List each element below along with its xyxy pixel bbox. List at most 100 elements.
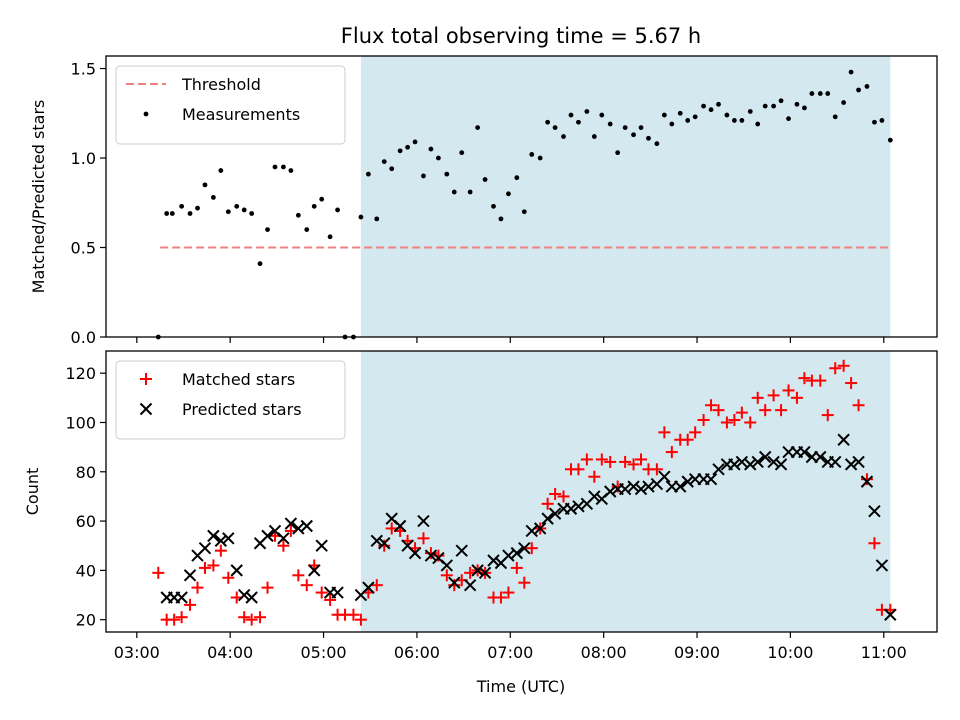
matched-star-point [152, 566, 165, 579]
matched-star-point [681, 433, 694, 446]
x-tick-label: 07:00 [487, 643, 533, 662]
predicted-star-point [478, 566, 492, 580]
x-tick-label: 05:00 [300, 643, 346, 662]
measurement-point [491, 203, 496, 209]
matched-star-point [347, 608, 360, 621]
measurement-point [249, 211, 255, 216]
matched-star-point [541, 497, 554, 510]
measurement-point [561, 134, 566, 139]
matched-star-point [705, 399, 718, 412]
matched-star-point [315, 586, 328, 599]
measurement-point [794, 101, 800, 107]
matched-star-point [580, 453, 593, 466]
matched-star-point [254, 611, 267, 624]
matched-star-point [175, 611, 188, 624]
measurement-point [841, 100, 847, 105]
measurement-point [778, 98, 784, 104]
y-tick-label: 0.5 [71, 239, 96, 258]
predicted-star-point [758, 450, 772, 464]
predicted-star-point [798, 445, 811, 459]
measurement-point [218, 168, 224, 173]
y-tick-label: 0.0 [71, 328, 96, 347]
matched-star-point [775, 404, 788, 417]
measurement-point [708, 107, 714, 113]
predicted-star-point [852, 455, 865, 469]
matched-star-point [782, 384, 795, 397]
measurement-point [195, 205, 200, 211]
legend-label: Predicted stars [182, 400, 302, 419]
matched-star-point [378, 539, 391, 552]
x-tick-label: 06:00 [394, 643, 440, 662]
matched-star-point [518, 576, 531, 589]
y-tick-label: 120 [65, 364, 96, 383]
measurement-point [381, 159, 387, 164]
predicted-star-point [875, 559, 889, 572]
predicted-star-point [424, 549, 438, 562]
measurement-point [856, 87, 861, 93]
matched-star-point [735, 406, 748, 419]
ratio-panel: 0.0 0.5 1.0 1.5 Matched/Predicted stars Thres… [29, 55, 938, 347]
y-tick-label: 80 [76, 463, 96, 482]
measurement-point [747, 109, 753, 114]
matched-star-point [658, 426, 671, 439]
matched-star-point [728, 414, 741, 427]
measurement-point [288, 168, 294, 173]
predicted-star-point [603, 485, 617, 498]
matched-star-point [207, 559, 220, 572]
matched-star-point [440, 569, 453, 582]
y-tick-label: 1.0 [71, 149, 96, 168]
predicted-star-point [814, 450, 827, 464]
predicted-star-point [440, 559, 454, 572]
plot-frame [105, 350, 938, 633]
measurement-point [529, 152, 535, 157]
predicted-star-point [471, 564, 484, 577]
matched-star-point [525, 542, 538, 555]
measurement-point [631, 132, 636, 138]
matched-star-point [214, 544, 227, 557]
predicted-star-point [455, 544, 468, 557]
measurement-point [295, 212, 301, 218]
matched-star-point [619, 455, 632, 468]
measurement-point [701, 103, 706, 109]
measurement-point [607, 121, 613, 127]
predicted-star-point [533, 522, 547, 535]
predicted-star-point [774, 458, 788, 471]
measurement-point [864, 84, 870, 89]
observing-window [360, 56, 891, 337]
predicted-star-point [674, 480, 687, 493]
measurement-point [622, 125, 628, 130]
measurement-point [436, 155, 441, 161]
measurement-point [832, 114, 838, 120]
x-axis-label: Time (UTC) [476, 677, 565, 696]
matched-star-point [720, 416, 733, 429]
measurement-point [506, 191, 511, 197]
x-tick-label: 09:00 [674, 643, 720, 662]
matched-star-point [191, 581, 204, 594]
matched-star-point [198, 561, 211, 574]
predicted-star-point [510, 546, 524, 560]
matched-star-point [814, 374, 827, 387]
predicted-star-point [214, 534, 228, 548]
predicted-star-point [237, 588, 251, 602]
matched-star-point [751, 391, 764, 404]
predicted-star-point [284, 517, 298, 530]
predicted-star-point [370, 534, 383, 548]
measurement-point [444, 171, 450, 177]
matched-star-point [860, 473, 873, 486]
measurement-point [421, 173, 426, 179]
measurement-point [654, 141, 660, 147]
legend-measurement-swatch [143, 111, 149, 117]
measurement-point [615, 150, 621, 156]
matched-star-point [697, 414, 710, 427]
legend-box [115, 65, 346, 145]
matched-star-point [790, 391, 803, 404]
x-tick-label: 04:00 [207, 643, 253, 662]
matched-star-point [744, 416, 757, 429]
matched-star-point [502, 586, 515, 599]
predicted-star-point [744, 458, 757, 471]
x-tick-label: 10:00 [767, 643, 813, 662]
y-tick-label: 100 [65, 413, 96, 432]
measurement-point [265, 227, 270, 233]
predicted-star-point [541, 512, 554, 525]
measurement-point [311, 203, 317, 209]
